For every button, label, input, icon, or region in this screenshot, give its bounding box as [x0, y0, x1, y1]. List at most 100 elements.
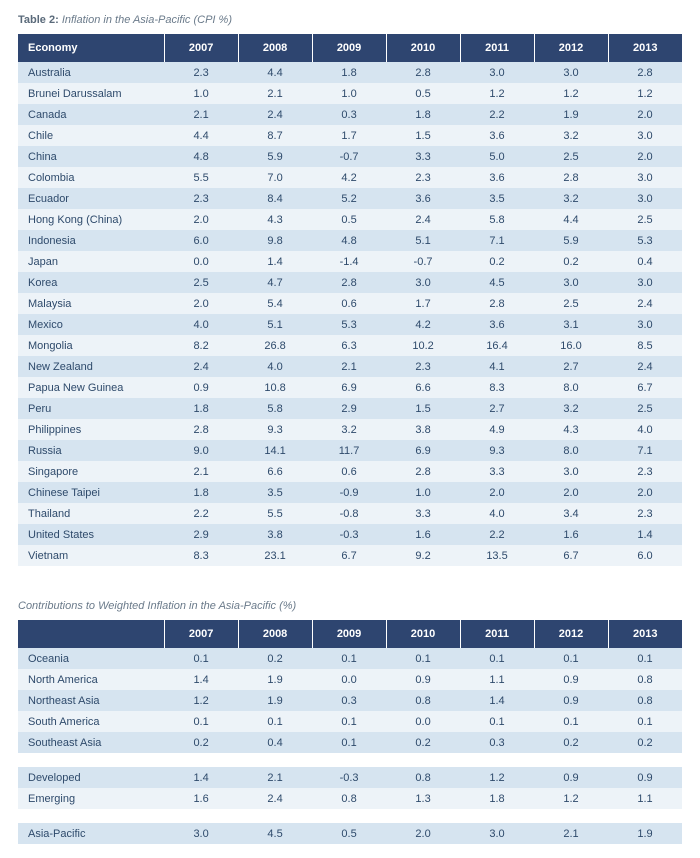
row-label: Singapore — [18, 461, 164, 482]
row-label: Chile — [18, 125, 164, 146]
table-row: Brunei Darussalam1.02.11.00.51.21.21.2 — [18, 83, 682, 104]
cell-value: 0.1 — [460, 648, 534, 669]
table-row: Ecuador2.38.45.23.63.53.23.0 — [18, 188, 682, 209]
cell-value: 0.5 — [312, 209, 386, 230]
cell-value: 3.2 — [312, 419, 386, 440]
cell-value: 1.6 — [164, 788, 238, 809]
table-row: Thailand2.25.5-0.83.34.03.42.3 — [18, 503, 682, 524]
cell-value: 1.2 — [460, 767, 534, 788]
row-label: Hong Kong (China) — [18, 209, 164, 230]
cell-value: 0.1 — [460, 711, 534, 732]
cell-value: 1.9 — [238, 669, 312, 690]
cell-value: 0.3 — [312, 104, 386, 125]
row-label: Australia — [18, 62, 164, 83]
cell-value: 2.2 — [460, 524, 534, 545]
cell-value: 26.8 — [238, 335, 312, 356]
cell-value: 5.4 — [238, 293, 312, 314]
cell-value: 6.7 — [312, 545, 386, 566]
row-label: Mongolia — [18, 335, 164, 356]
table-row: Russia9.014.111.76.99.38.07.1 — [18, 440, 682, 461]
cell-value: 0.8 — [386, 767, 460, 788]
cell-value: 9.3 — [238, 419, 312, 440]
cell-value: 2.1 — [238, 83, 312, 104]
table-row: South America0.10.10.10.00.10.10.1 — [18, 711, 682, 732]
cell-value: 0.8 — [312, 788, 386, 809]
row-label: China — [18, 146, 164, 167]
cell-value: 2.4 — [608, 293, 682, 314]
cell-value: 4.7 — [238, 272, 312, 293]
cell-value: 14.1 — [238, 440, 312, 461]
cell-value: 0.3 — [460, 732, 534, 753]
cell-value: 1.0 — [312, 83, 386, 104]
cell-value: 3.0 — [164, 823, 238, 844]
cell-value: 1.2 — [534, 83, 608, 104]
table-row: Australia2.34.41.82.83.03.02.8 — [18, 62, 682, 83]
row-label: South America — [18, 711, 164, 732]
cell-value: 2.3 — [164, 188, 238, 209]
cell-value: 4.0 — [608, 419, 682, 440]
cell-value: 2.8 — [534, 167, 608, 188]
cell-value: 3.0 — [608, 272, 682, 293]
cell-value: 3.4 — [534, 503, 608, 524]
cell-value: 1.4 — [608, 524, 682, 545]
cell-value: 3.3 — [460, 461, 534, 482]
cell-value: 2.0 — [164, 209, 238, 230]
cell-value: 5.1 — [386, 230, 460, 251]
inflation-table: Economy2007200820092010201120122013 Aust… — [18, 34, 682, 566]
cell-value: -0.7 — [386, 251, 460, 272]
cell-value: 1.4 — [164, 669, 238, 690]
cell-value: 0.6 — [312, 293, 386, 314]
cell-value: 0.1 — [312, 648, 386, 669]
cell-value: 3.6 — [460, 125, 534, 146]
cell-value: 3.1 — [534, 314, 608, 335]
row-label: Emerging — [18, 788, 164, 809]
cell-value: 0.2 — [608, 732, 682, 753]
cell-value: 0.0 — [386, 711, 460, 732]
table-row: Peru1.85.82.91.52.73.22.5 — [18, 398, 682, 419]
cell-value: 2.5 — [534, 146, 608, 167]
cell-value: 1.5 — [386, 398, 460, 419]
cell-value: 5.9 — [534, 230, 608, 251]
cell-value: 0.1 — [312, 711, 386, 732]
cell-value: 1.4 — [238, 251, 312, 272]
cell-value: 2.0 — [608, 104, 682, 125]
cell-value: 6.6 — [238, 461, 312, 482]
cell-value: 0.2 — [534, 732, 608, 753]
cell-value: 1.9 — [534, 104, 608, 125]
table-row: Malaysia2.05.40.61.72.82.52.4 — [18, 293, 682, 314]
cell-value: 2.7 — [534, 356, 608, 377]
cell-value: 3.8 — [238, 524, 312, 545]
cell-value: 2.1 — [534, 823, 608, 844]
col-header-year: 2013 — [608, 620, 682, 648]
cell-value: 3.0 — [534, 461, 608, 482]
row-label: Mexico — [18, 314, 164, 335]
cell-value: 4.3 — [238, 209, 312, 230]
cell-value: 2.8 — [608, 62, 682, 83]
cell-value: 5.8 — [238, 398, 312, 419]
table-row: Vietnam8.323.16.79.213.56.76.0 — [18, 545, 682, 566]
blank-row — [18, 809, 682, 823]
table-row: Papua New Guinea0.910.86.96.68.38.06.7 — [18, 377, 682, 398]
cell-value: 5.3 — [312, 314, 386, 335]
cell-value: 0.3 — [312, 690, 386, 711]
row-label: Developed — [18, 767, 164, 788]
table1-caption-rest: Inflation in the Asia-Pacific (CPI %) — [62, 14, 232, 26]
cell-value: 0.1 — [534, 648, 608, 669]
cell-value: 3.0 — [534, 62, 608, 83]
cell-value: 0.9 — [534, 767, 608, 788]
cell-value: 3.8 — [386, 419, 460, 440]
cell-value: 7.1 — [608, 440, 682, 461]
cell-value: 8.2 — [164, 335, 238, 356]
row-label: Brunei Darussalam — [18, 83, 164, 104]
cell-value: 5.1 — [238, 314, 312, 335]
table-header-row: Economy2007200820092010201120122013 — [18, 34, 682, 62]
table-row: Asia-Pacific3.04.50.52.03.02.11.9 — [18, 823, 682, 844]
cell-value: 0.1 — [238, 711, 312, 732]
cell-value: 1.5 — [386, 125, 460, 146]
cell-value: 6.7 — [608, 377, 682, 398]
cell-value: 8.4 — [238, 188, 312, 209]
cell-value: -0.7 — [312, 146, 386, 167]
row-label: Papua New Guinea — [18, 377, 164, 398]
col-header-year: 2012 — [534, 620, 608, 648]
cell-value: 2.8 — [386, 461, 460, 482]
